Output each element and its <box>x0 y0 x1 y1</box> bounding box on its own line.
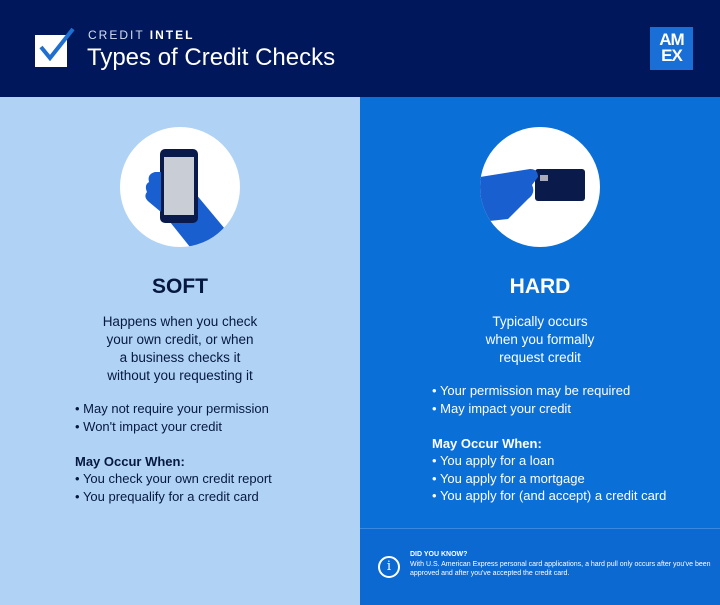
info-icon: i <box>378 556 400 578</box>
list-item: You prequalify for a credit card <box>75 488 272 506</box>
hard-panel: HARD Typically occurs when you formally re… <box>360 97 720 605</box>
list-item: Won't impact your credit <box>75 418 269 436</box>
hand-holding-phone-icon <box>120 127 240 247</box>
hard-title: HARD <box>509 275 571 298</box>
list-item: You apply for a mortgage <box>432 470 666 488</box>
soft-points: May not require your permission Won't im… <box>75 400 269 435</box>
header: CREDIT INTEL Types of Credit Checks AM EX <box>0 0 720 97</box>
did-you-know-text: With U.S. American Express personal card… <box>410 561 711 577</box>
list-item: You apply for (and accept) a credit card <box>432 487 666 505</box>
amex-logo: AM EX <box>650 27 693 70</box>
soft-occur-title: May Occur When: <box>75 454 185 469</box>
soft-panel: SOFT Happens when you check your own cred… <box>0 97 360 605</box>
did-you-know-box: i DID YOU KNOW? With U.S. American Expre… <box>360 528 720 605</box>
page-title: Types of Credit Checks <box>87 44 336 71</box>
soft-title: SOFT <box>152 275 208 298</box>
kicker: CREDIT INTEL <box>88 28 195 42</box>
list-item: May not require your permission <box>75 400 269 418</box>
did-you-know-title: DID YOU KNOW? <box>410 551 468 558</box>
list-item: May impact your credit <box>432 400 630 418</box>
hard-occur-list: You apply for a loan You apply for a mor… <box>432 452 666 505</box>
soft-description: Happens when you check your own credit, o… <box>102 314 258 383</box>
hard-occur-title: May Occur When: <box>432 436 542 451</box>
hand-holding-card-icon <box>480 127 600 247</box>
checkbox-checked-icon <box>35 27 75 67</box>
hard-points: Your permission may be required May impa… <box>432 382 630 417</box>
list-item: Your permission may be required <box>432 382 630 400</box>
hard-description: Typically occurs when you formally request… <box>485 314 595 365</box>
soft-occur-list: You check your own credit report You pre… <box>75 470 272 505</box>
list-item: You check your own credit report <box>75 470 272 488</box>
list-item: You apply for a loan <box>432 452 666 470</box>
